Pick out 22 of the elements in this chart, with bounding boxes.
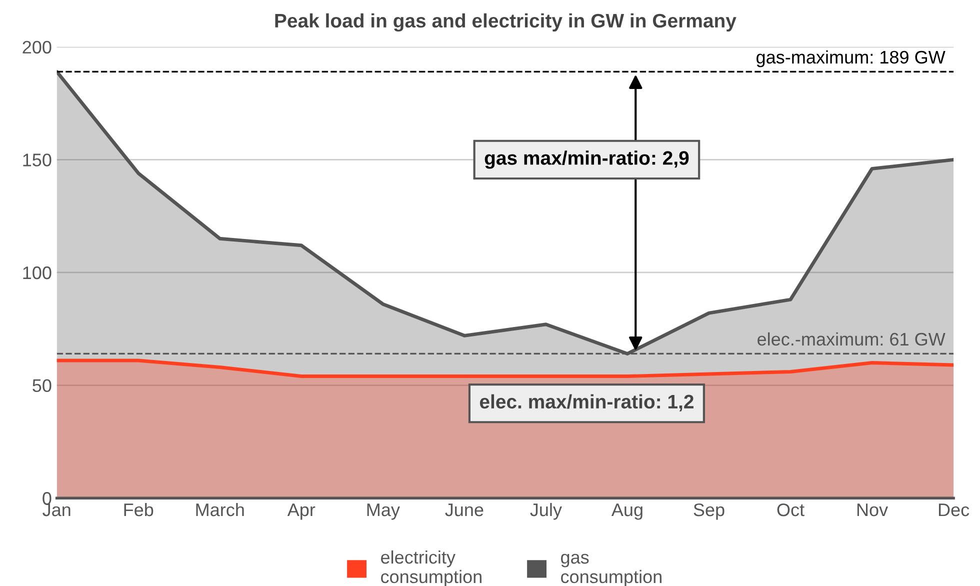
x-tick-label: June	[445, 504, 484, 516]
x-tick-label: Jan	[42, 504, 70, 516]
y-tick-label: 0	[42, 492, 52, 505]
x-tick-label: Apr	[287, 504, 316, 520]
annotation: elec. max/min-ratio: 1,2	[480, 394, 694, 412]
y-tick-label: 100	[23, 266, 52, 280]
y-tick-label: 50	[32, 379, 52, 392]
y-tick-label: 150	[23, 154, 52, 166]
x-tick-label: Aug	[611, 504, 642, 520]
x-tick-label: Nov	[857, 504, 888, 516]
x-tick-label: March	[196, 502, 244, 516]
x-tick-label: Sep	[694, 503, 724, 520]
chart-title: Peak load in gas and electricity in GW in Germany	[275, 13, 736, 32]
annotation: elec.-maximum: 61 GW	[758, 332, 946, 346]
x-tick-label: Dec	[938, 504, 970, 516]
x-tick-label: May	[367, 504, 400, 520]
x-tick-label: Feb	[124, 502, 154, 516]
y-tick-label: 200	[22, 40, 52, 54]
annotation: gas max/min-ratio: 2,9	[484, 150, 689, 169]
ref-line-label: gas-maximum: 189 GW	[756, 50, 946, 68]
x-tick-label: July	[530, 502, 562, 520]
x-tick-label: Oct	[777, 503, 804, 516]
